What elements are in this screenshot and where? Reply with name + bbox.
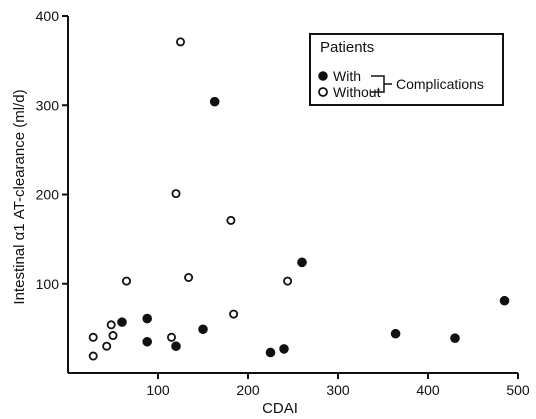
data-point-with bbox=[171, 341, 181, 352]
x-tick-label: 100 bbox=[146, 382, 170, 398]
data-point-without bbox=[106, 320, 116, 330]
data-point-without bbox=[171, 189, 181, 199]
data-point-without bbox=[88, 351, 98, 361]
data-point-with bbox=[499, 295, 510, 306]
data-point-without bbox=[184, 273, 194, 283]
y-tick-label: 300 bbox=[36, 97, 60, 113]
data-point-with bbox=[198, 324, 208, 335]
ticks: 100 200 300 400 500 100 200 300 400 bbox=[36, 8, 530, 398]
legend: Patients With Without Complications bbox=[309, 33, 504, 106]
y-tick-label: 200 bbox=[36, 187, 60, 203]
data-point-without bbox=[175, 37, 185, 47]
data-point-without bbox=[122, 276, 132, 286]
data-point-with bbox=[450, 333, 460, 343]
data-point-with bbox=[209, 96, 220, 107]
data-point-without bbox=[229, 309, 239, 319]
legend-title: Patients bbox=[320, 39, 374, 56]
legend-box bbox=[309, 33, 504, 106]
data-point-with bbox=[297, 257, 307, 268]
y-tick-label: 100 bbox=[36, 276, 60, 292]
data-point-without bbox=[226, 215, 236, 225]
data-point-without bbox=[88, 332, 98, 342]
data-point-without bbox=[108, 331, 118, 341]
data-point-with bbox=[117, 317, 127, 327]
data-point-without bbox=[102, 341, 112, 351]
data-point-without bbox=[283, 276, 293, 286]
y-tick-label: 400 bbox=[36, 8, 60, 24]
legend-bracket bbox=[371, 75, 392, 93]
data-point-with bbox=[142, 313, 152, 324]
data-points bbox=[88, 37, 510, 361]
x-tick-label: 400 bbox=[416, 382, 440, 398]
x-tick-label: 300 bbox=[326, 382, 350, 398]
data-point-without bbox=[166, 332, 176, 342]
data-point-with bbox=[279, 344, 289, 354]
data-point-with bbox=[265, 347, 276, 358]
legend-label-without: Without bbox=[333, 84, 381, 100]
legend-marker-without bbox=[318, 87, 328, 97]
legend-bracket-label: Complications bbox=[396, 76, 484, 92]
legend-label-with: With bbox=[333, 68, 361, 84]
legend-marker-with bbox=[318, 71, 328, 81]
x-axis-label: CDAI bbox=[262, 400, 298, 417]
x-tick-label: 500 bbox=[506, 382, 530, 398]
x-tick-label: 200 bbox=[236, 382, 260, 398]
data-point-with bbox=[142, 336, 152, 347]
data-point-with bbox=[390, 328, 401, 339]
y-axis-label: Intestinal α1 AT-clearance (ml/d) bbox=[11, 89, 28, 304]
